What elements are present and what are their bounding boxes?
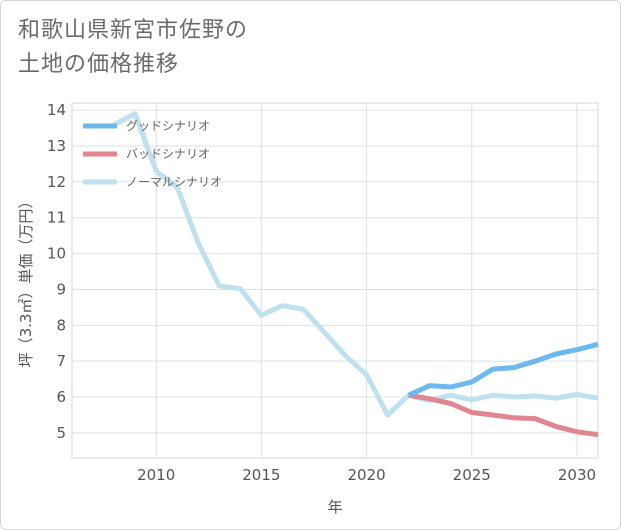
x-tick-label: 2025	[453, 466, 491, 484]
legend-label: バッドシナリオ	[126, 147, 210, 161]
tick-labels: 5 6 7 8 9 10 11 12 13 14 2010 2015 2020 2025 2030	[47, 101, 596, 484]
y-tick-label: 7	[56, 352, 66, 370]
x-tick-label: 2010	[137, 466, 175, 484]
y-tick-label: 6	[56, 388, 66, 406]
y-tick-label: 10	[47, 245, 66, 263]
y-tick-label: 9	[56, 280, 66, 298]
y-tick-label: 8	[56, 316, 66, 334]
chart-title-line1: 和歌山県新宮市佐野の	[18, 18, 249, 43]
y-tick-label: 13	[47, 137, 66, 155]
plot-area-border	[71, 102, 599, 459]
series-line-0	[407, 341, 599, 398]
y-tick-label: 12	[47, 173, 66, 191]
y-axis-label: 坪（3.3㎡）単価（万円）	[17, 194, 35, 368]
series-lines	[112, 111, 599, 438]
x-axis-label: 年	[327, 498, 342, 516]
y-tick-label: 5	[56, 424, 66, 442]
series-line-2	[112, 111, 599, 418]
y-tick-label: 11	[47, 209, 66, 227]
x-tick-label: 2020	[347, 466, 385, 484]
chart-title-line2: 土地の価格推移	[18, 52, 180, 77]
x-tick-label: 2015	[242, 466, 280, 484]
series-line-1	[408, 392, 599, 438]
chart-title: 和歌山県新宮市佐野の 土地の価格推移	[18, 14, 578, 82]
x-tick-label: 2030	[558, 466, 596, 484]
y-tick-label: 14	[47, 101, 66, 119]
legend-label: グッドシナリオ	[126, 119, 210, 133]
legend-label: ノーマルシナリオ	[126, 175, 222, 189]
